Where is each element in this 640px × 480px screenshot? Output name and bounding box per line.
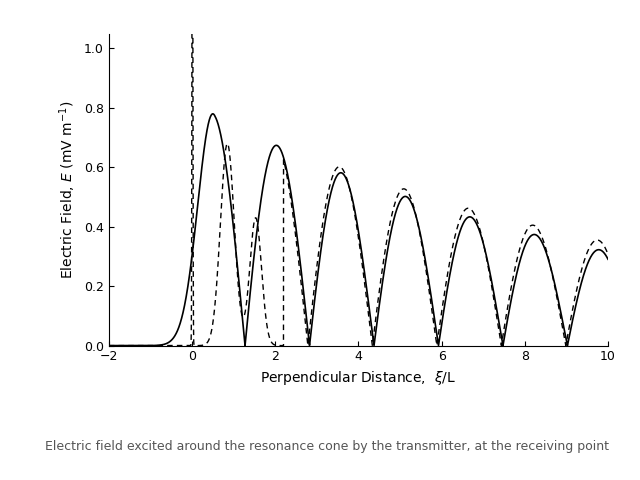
X-axis label: Perpendicular Distance,  $\xi$/L: Perpendicular Distance, $\xi$/L xyxy=(260,369,456,387)
Text: Electric field excited around the resonance cone by the transmitter, at the rece: Electric field excited around the resona… xyxy=(45,440,609,453)
Y-axis label: Electric Field, $E$ (mV m$^{-1}$): Electric Field, $E$ (mV m$^{-1}$) xyxy=(58,100,78,279)
